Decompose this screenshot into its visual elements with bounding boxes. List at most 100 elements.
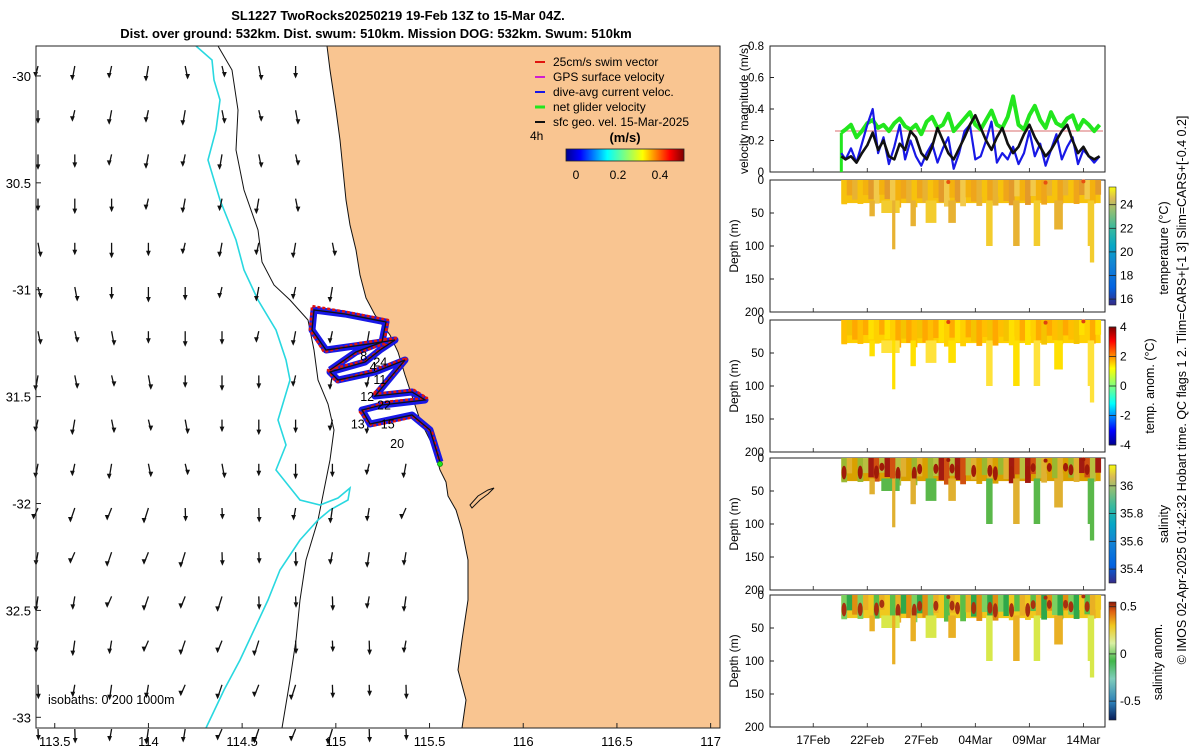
current-vector-head — [185, 428, 190, 435]
track-day-label: 4 — [370, 360, 377, 374]
surface-column — [998, 180, 1004, 197]
salinity-high-patch — [911, 603, 917, 619]
dive-profile — [925, 615, 937, 638]
surface-column — [1019, 180, 1026, 201]
current-vector-head — [367, 649, 372, 656]
surface-column — [846, 595, 853, 611]
dive-profile — [948, 200, 956, 223]
surface-column — [846, 458, 853, 474]
current-vector-head — [31, 514, 36, 520]
map-ytick-label: -33 — [12, 710, 31, 725]
salinity-high-patch — [879, 599, 885, 608]
current-vector-head — [38, 339, 43, 345]
temp-anomaly-colorbar-label: temp. anom. (°C) — [1143, 338, 1157, 433]
salinity-panel: 0 50 100 150 200 Depth (m) 35.4 35.6 35.8 36 sa… — [727, 453, 1171, 597]
colorbar-tick-label: 22 — [1120, 221, 1134, 235]
surface-column — [960, 320, 966, 347]
current-vector-head — [327, 338, 333, 344]
depth-ytick-label: 0 — [758, 590, 764, 602]
data-marker — [946, 457, 951, 462]
depth-ytick-label: 100 — [745, 519, 764, 531]
current-vector-head — [215, 647, 220, 654]
map-xtick-label: 115.5 — [414, 734, 446, 749]
temp-anomaly-ticks: 0 50 100 150 200 — [745, 315, 774, 459]
colorbar-side-label: 4h — [530, 129, 543, 143]
map-xtick-label: 116.5 — [601, 734, 633, 749]
surface-column — [900, 320, 907, 339]
current-vector-head — [288, 694, 294, 701]
dive-profile — [948, 478, 956, 501]
current-vector-head — [217, 205, 222, 212]
current-vector-head — [182, 341, 188, 347]
surface-column — [906, 320, 912, 343]
legend-label-swim: 25cm/s swim vector — [553, 55, 658, 69]
salinity-high-patch — [895, 466, 901, 483]
track-day-label: 12 — [360, 390, 374, 404]
surface-column — [1089, 180, 1096, 204]
salinity-high-patch — [1046, 600, 1052, 609]
map-xtick-label: 114 — [138, 734, 159, 749]
legend-label-sfc: sfc geo. vel. 15-Mar-2025 — [553, 115, 689, 129]
current-vector-head — [295, 160, 301, 166]
salinity-high-patch — [954, 465, 960, 478]
current-vector-head — [141, 559, 147, 565]
depth-ytick-label: 150 — [745, 414, 764, 426]
dive-profile — [892, 615, 896, 665]
current-vector-head — [252, 650, 257, 657]
current-vector-head — [180, 120, 186, 126]
current-vector-head — [178, 690, 184, 697]
colorbar-tick-label: 0 — [1120, 379, 1127, 393]
current-vector-head — [109, 294, 114, 300]
surface-column — [998, 320, 1004, 337]
dive-profile — [892, 200, 896, 250]
colorbar-tick-label: 0.5 — [1120, 600, 1137, 614]
current-vector-head — [109, 252, 114, 259]
legend-label-net: net glider velocity — [553, 100, 646, 114]
data-marker — [1043, 595, 1048, 600]
current-vector-head — [106, 73, 112, 79]
isobaths-label: isobaths: 0 200 1000m — [48, 693, 174, 707]
surface-column — [852, 595, 858, 615]
current-vector-head — [364, 516, 370, 522]
salinity-high-patch — [917, 600, 923, 612]
surface-column — [906, 458, 912, 481]
current-vector-head — [72, 162, 78, 168]
salinity-high-patch — [1068, 464, 1074, 476]
map-ytick-label: -32 — [12, 497, 31, 512]
colorbar-tick-label: 35.6 — [1120, 534, 1144, 548]
current-vector-head — [290, 381, 296, 387]
surface-column — [1089, 458, 1096, 482]
current-vector-head — [293, 427, 298, 434]
surface-column — [943, 320, 950, 347]
surface-column — [857, 180, 864, 204]
time-axis: 17Feb 22Feb 27Feb 04Mar 09Mar 14Mar — [796, 168, 1100, 747]
surface-column — [906, 595, 912, 618]
isobath-1000m — [195, 45, 352, 729]
current-vector-head — [146, 338, 151, 344]
dive-profile — [910, 340, 916, 367]
surface-column — [987, 320, 994, 342]
current-vector-head — [35, 118, 41, 124]
colorbar-tick-label: 24 — [1120, 198, 1134, 212]
depth-ytick-label: 100 — [745, 656, 764, 668]
dive-profile — [1013, 200, 1020, 246]
surface-column — [922, 595, 929, 618]
surface-column — [1084, 320, 1091, 340]
surface-column — [900, 458, 907, 477]
velocity-ylabel: velocity magnitude (m/s) — [737, 44, 751, 174]
depth-ytick-label: 0 — [758, 453, 764, 465]
current-vector-head — [144, 692, 149, 699]
surface-column — [1057, 180, 1064, 205]
temperature-ylabel: Depth (m) — [727, 219, 741, 272]
salinity-high-patch — [1009, 466, 1015, 481]
temp-anomaly-colorbar-ticks: -4 -2 0 2 4 — [1109, 320, 1131, 452]
surface-column — [954, 320, 961, 342]
surface-column — [933, 180, 939, 199]
current-vector-head — [35, 205, 41, 212]
current-vector-head — [254, 337, 259, 343]
dive-profile — [1089, 615, 1095, 678]
current-vector-head — [143, 117, 149, 123]
salinity-high-patch — [841, 465, 847, 480]
surface-column — [1030, 320, 1037, 337]
current-vector-head — [146, 250, 151, 257]
